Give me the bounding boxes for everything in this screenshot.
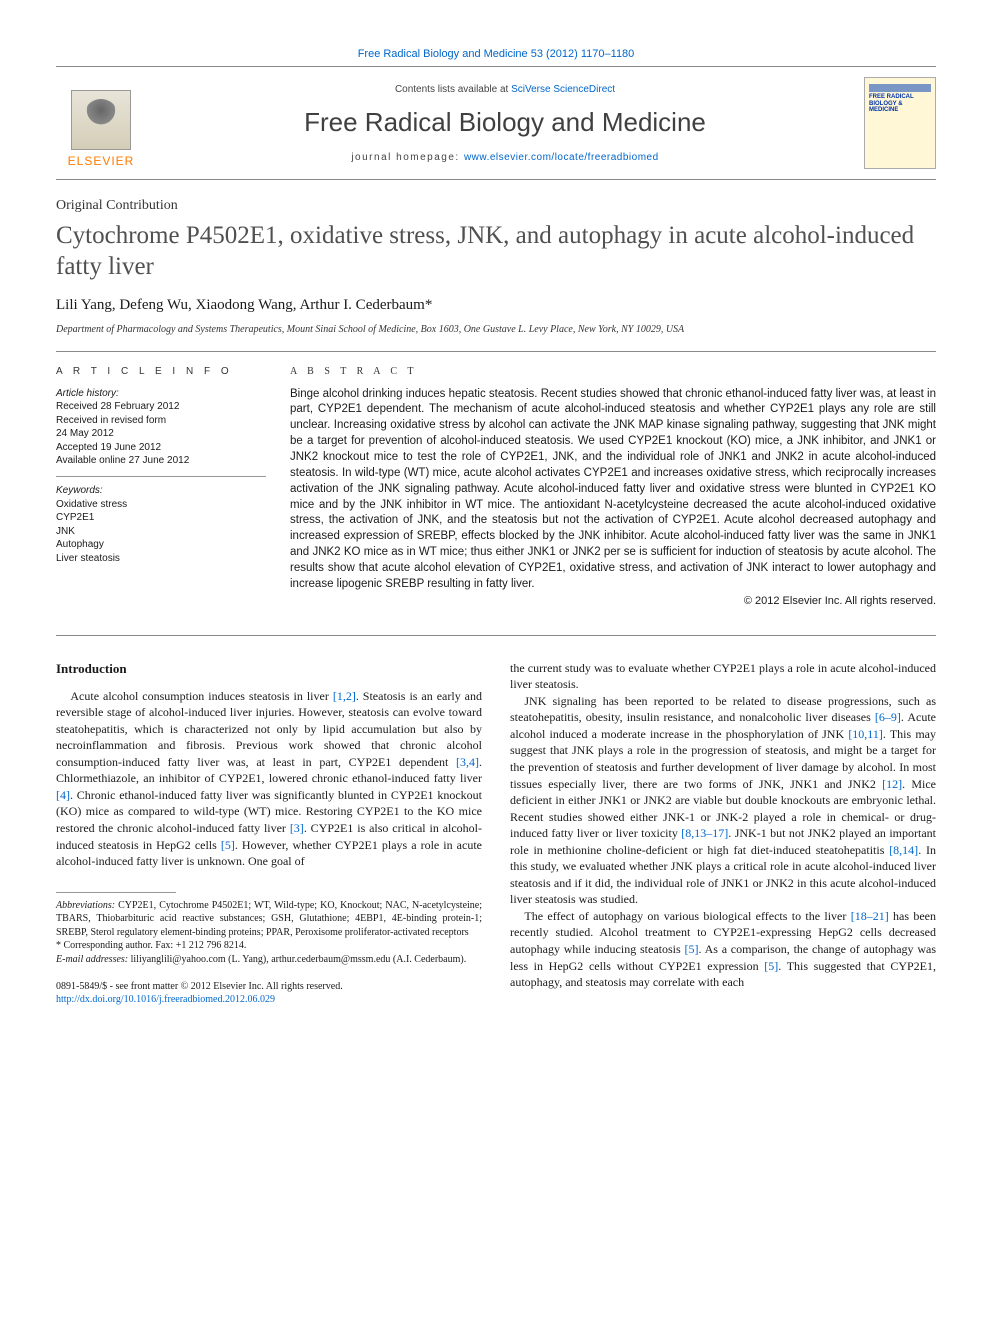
corresponding-mark: * bbox=[425, 297, 433, 313]
abstract-copyright: © 2012 Elsevier Inc. All rights reserved… bbox=[290, 595, 936, 607]
meta-abstract-row: A R T I C L E I N F O Article history: R… bbox=[56, 366, 936, 607]
article-title: Cytochrome P4502E1, oxidative stress, JN… bbox=[56, 220, 936, 283]
keywords-label: Keywords: bbox=[56, 485, 266, 496]
abstract-column: A B S T R A C T Binge alcohol drinking i… bbox=[290, 366, 936, 607]
author-list: Lili Yang, Defeng Wu, Xiaodong Wang, Art… bbox=[56, 297, 936, 314]
keyword: Liver steatosis bbox=[56, 552, 266, 566]
journal-header-band: ELSEVIER Contents lists available at Sci… bbox=[56, 66, 936, 180]
body-paragraph: Acute alcohol consumption induces steato… bbox=[56, 688, 482, 870]
elsevier-tree-icon bbox=[71, 90, 131, 150]
body-paragraph: JNK signaling has been reported to be re… bbox=[510, 693, 936, 908]
citation-link[interactable]: [6–9] bbox=[875, 710, 901, 724]
body-two-column: Introduction Acute alcohol consumption i… bbox=[56, 660, 936, 1006]
history-accepted: Accepted 19 June 2012 bbox=[56, 441, 266, 455]
publisher-logo[interactable]: ELSEVIER bbox=[56, 78, 146, 168]
citation-link[interactable]: [8,13–17] bbox=[681, 826, 728, 840]
body-right-column: the current study was to evaluate whethe… bbox=[510, 660, 936, 1006]
citation-link[interactable]: [3,4] bbox=[456, 755, 479, 769]
journal-title: Free Radical Biology and Medicine bbox=[146, 107, 864, 138]
issn-line: 0891-5849/$ - see front matter © 2012 El… bbox=[56, 980, 482, 993]
abbrev-text: CYP2E1, Cytochrome P4502E1; WT, Wild-typ… bbox=[56, 900, 482, 938]
contents-available-line: Contents lists available at SciVerse Sci… bbox=[146, 84, 864, 95]
keyword: JNK bbox=[56, 525, 266, 539]
cover-title: FREE RADICAL BIOLOGY & MEDICINE bbox=[869, 94, 931, 114]
citation-link[interactable]: [12] bbox=[882, 777, 902, 791]
history-revised-line2: 24 May 2012 bbox=[56, 427, 266, 441]
footnote-separator bbox=[56, 892, 176, 893]
history-received: Received 28 February 2012 bbox=[56, 400, 266, 414]
keyword: Autophagy bbox=[56, 538, 266, 552]
footnotes: Abbreviations: CYP2E1, Cytochrome P4502E… bbox=[56, 899, 482, 967]
citation-link[interactable]: [18–21] bbox=[851, 909, 889, 923]
article-info-column: A R T I C L E I N F O Article history: R… bbox=[56, 366, 266, 607]
keyword: CYP2E1 bbox=[56, 511, 266, 525]
authors-text: Lili Yang, Defeng Wu, Xiaodong Wang, Art… bbox=[56, 297, 425, 313]
journal-homepage-line: journal homepage: www.elsevier.com/locat… bbox=[146, 152, 864, 163]
abstract-text: Binge alcohol drinking induces hepatic s… bbox=[290, 387, 936, 593]
introduction-heading: Introduction bbox=[56, 660, 482, 678]
email-label: E-mail addresses: bbox=[56, 954, 128, 965]
publisher-name: ELSEVIER bbox=[68, 154, 135, 168]
citation-link[interactable]: [3] bbox=[290, 821, 304, 835]
body-left-column: Introduction Acute alcohol consumption i… bbox=[56, 660, 482, 1006]
cover-bar bbox=[869, 84, 931, 92]
citation-link[interactable]: [1,2] bbox=[333, 689, 356, 703]
citation-link[interactable]: [5] bbox=[684, 942, 698, 956]
history-online: Available online 27 June 2012 bbox=[56, 454, 266, 468]
citation-link[interactable]: [8,14] bbox=[889, 843, 918, 857]
keyword-list: Oxidative stress CYP2E1 JNK Autophagy Li… bbox=[56, 498, 266, 566]
affiliation: Department of Pharmacology and Systems T… bbox=[56, 324, 936, 335]
divider bbox=[56, 635, 936, 636]
email-text: liliyanglili@yahoo.com (L. Yang), arthur… bbox=[128, 954, 466, 965]
homepage-url-link[interactable]: www.elsevier.com/locate/freeradbiomed bbox=[464, 152, 659, 163]
article-history: Article history: Received 28 February 20… bbox=[56, 387, 266, 477]
history-label: Article history: bbox=[56, 387, 266, 401]
article-info-label: A R T I C L E I N F O bbox=[56, 366, 266, 377]
abstract-label: A B S T R A C T bbox=[290, 366, 936, 377]
footer-meta: 0891-5849/$ - see front matter © 2012 El… bbox=[56, 980, 482, 1006]
homepage-prefix: journal homepage: bbox=[351, 152, 464, 163]
keyword: Oxidative stress bbox=[56, 498, 266, 512]
email-footnote: E-mail addresses: liliyanglili@yahoo.com… bbox=[56, 953, 482, 967]
divider bbox=[56, 351, 936, 352]
sciencedirect-link[interactable]: SciVerse ScienceDirect bbox=[511, 84, 615, 95]
header-center: Contents lists available at SciVerse Sci… bbox=[146, 84, 864, 163]
doi-link[interactable]: http://dx.doi.org/10.1016/j.freeradbiome… bbox=[56, 993, 482, 1006]
corresponding-footnote: * Corresponding author. Fax: +1 212 796 … bbox=[56, 939, 482, 953]
body-paragraph: the current study was to evaluate whethe… bbox=[510, 660, 936, 693]
citation-link[interactable]: [5] bbox=[221, 838, 235, 852]
citation-link[interactable]: [10,11] bbox=[848, 727, 883, 741]
header-citation[interactable]: Free Radical Biology and Medicine 53 (20… bbox=[56, 48, 936, 60]
citation-link[interactable]: [5] bbox=[764, 959, 778, 973]
body-paragraph: The effect of autophagy on various biolo… bbox=[510, 908, 936, 991]
contents-prefix: Contents lists available at bbox=[395, 84, 511, 95]
abbreviations-footnote: Abbreviations: CYP2E1, Cytochrome P4502E… bbox=[56, 899, 482, 940]
abbrev-label: Abbreviations: bbox=[56, 900, 115, 911]
citation-link[interactable]: [4] bbox=[56, 788, 70, 802]
journal-cover-thumbnail[interactable]: FREE RADICAL BIOLOGY & MEDICINE bbox=[864, 77, 936, 169]
history-revised-line1: Received in revised form bbox=[56, 414, 266, 428]
article-type: Original Contribution bbox=[56, 198, 936, 214]
